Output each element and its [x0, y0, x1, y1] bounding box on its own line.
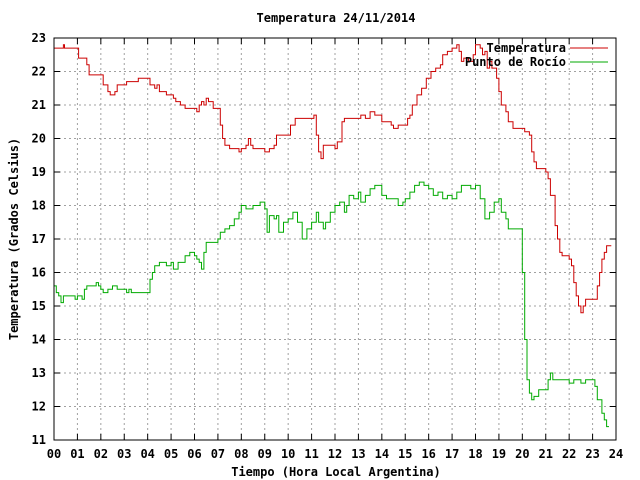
x-tick-label: 13 — [351, 447, 365, 461]
x-tick-label: 15 — [398, 447, 412, 461]
y-tick-label: 12 — [32, 400, 46, 414]
y-tick-label: 14 — [32, 333, 46, 347]
x-axis-label: Tiempo (Hora Local Argentina) — [231, 465, 441, 479]
legend: Temperatura Punto de Rocío — [465, 41, 608, 69]
y-tick-label: 11 — [32, 433, 46, 447]
x-tick-label: 10 — [281, 447, 295, 461]
x-tick-label: 20 — [515, 447, 529, 461]
x-tick-label: 24 — [609, 447, 623, 461]
x-tick-label: 03 — [117, 447, 131, 461]
series-layer — [54, 44, 612, 428]
x-tick-label: 22 — [562, 447, 576, 461]
y-tick-labels: 11 12 13 14 15 16 17 18 19 20 21 22 23 — [32, 31, 46, 447]
x-tick-label: 02 — [94, 447, 108, 461]
y-tick-label: 16 — [32, 266, 46, 280]
x-tick-label: 01 — [70, 447, 84, 461]
y-tick-label: 19 — [32, 165, 46, 179]
x-tick-label: 04 — [140, 447, 154, 461]
x-tick-label: 06 — [187, 447, 201, 461]
x-tick-label: 08 — [234, 447, 248, 461]
legend-label-punto-de-rocio: Punto de Rocío — [465, 55, 566, 69]
x-tick-label: 18 — [468, 447, 482, 461]
series-line-punto-de-rocio — [54, 181, 609, 428]
x-tick-label: 16 — [421, 447, 435, 461]
y-axis-label: Temperatura (Grados Celsius) — [7, 138, 21, 340]
series-line-temperatura — [54, 44, 612, 314]
legend-label-temperatura: Temperatura — [487, 41, 566, 55]
y-tick-label: 22 — [32, 65, 46, 79]
y-tick-label: 18 — [32, 199, 46, 213]
tick-marks — [53, 37, 617, 441]
x-tick-label: 23 — [585, 447, 599, 461]
x-tick-label: 12 — [328, 447, 342, 461]
x-tick-label: 00 — [47, 447, 61, 461]
x-tick-label: 19 — [492, 447, 506, 461]
x-tick-label: 14 — [375, 447, 389, 461]
x-tick-labels: 00 01 02 03 04 05 06 07 08 09 10 11 12 13 14 15 16 17 18 19… — [47, 447, 623, 461]
y-tick-label: 23 — [32, 31, 46, 45]
y-tick-label: 15 — [32, 299, 46, 313]
chart-title: Temperatura 24/11/2014 — [257, 11, 416, 25]
y-tick-label: 17 — [32, 232, 46, 246]
y-tick-label: 13 — [32, 366, 46, 380]
x-tick-label: 17 — [445, 447, 459, 461]
x-tick-label: 05 — [164, 447, 178, 461]
x-tick-label: 09 — [258, 447, 272, 461]
y-tick-label: 21 — [32, 98, 46, 112]
x-tick-label: 07 — [211, 447, 225, 461]
x-tick-label: 21 — [539, 447, 553, 461]
y-tick-label: 20 — [32, 132, 46, 146]
x-tick-label: 11 — [304, 447, 318, 461]
